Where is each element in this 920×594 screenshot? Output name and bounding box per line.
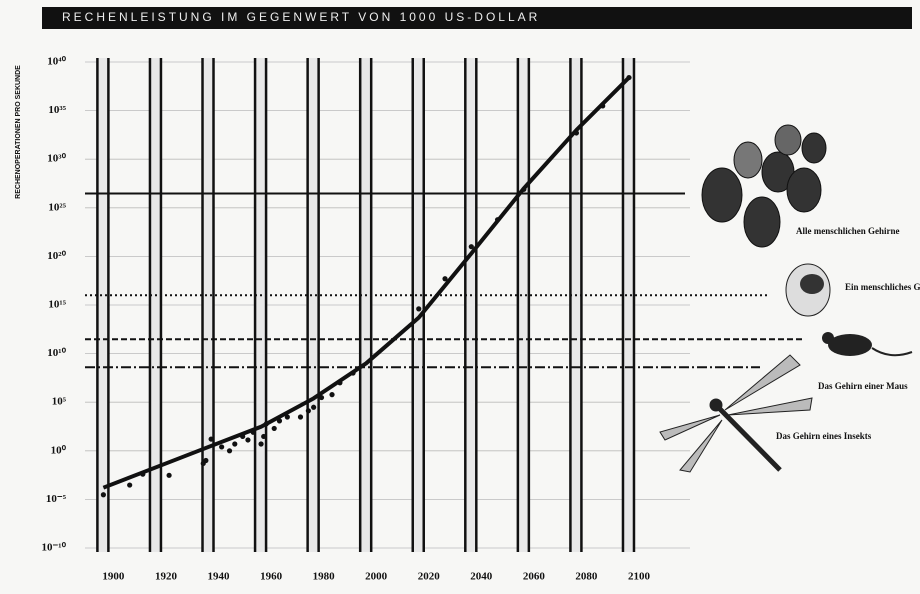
data-point — [626, 74, 632, 81]
data-point — [276, 418, 283, 424]
x-tick-label: 1920 — [155, 571, 178, 583]
x-tick-label: 2040 — [470, 571, 493, 583]
grid-band — [622, 58, 635, 552]
x-tick-label: 1980 — [313, 571, 336, 583]
x-tick-label: 1960 — [260, 571, 283, 583]
x-tick-label: 2060 — [523, 571, 546, 583]
y-axis-label: RECHENOPERATIONEN PRO SEKUNDE — [15, 65, 22, 199]
y-tick-label: 10⁵ — [52, 396, 67, 408]
data-point — [271, 425, 277, 432]
trend-line — [102, 76, 631, 490]
heads-illustration — [701, 124, 827, 248]
data-point — [350, 370, 356, 376]
reference-label: Das Gehirn eines Insekts — [776, 431, 872, 441]
data-point — [166, 472, 172, 478]
data-point — [208, 436, 214, 442]
grid-band — [97, 58, 110, 552]
data-point — [442, 276, 448, 282]
reference-label: Ein menschliches Gehirn — [845, 282, 920, 292]
x-tick-label: 2100 — [628, 571, 651, 583]
data-point — [127, 482, 133, 488]
y-tick-label: 10⁴⁰ — [47, 56, 66, 68]
y-tick-label: 10¹⁵ — [48, 299, 66, 311]
data-point — [100, 492, 106, 498]
data-point — [232, 441, 238, 447]
data-point — [494, 217, 501, 223]
y-tick-label: 10¹⁰ — [47, 347, 66, 359]
x-tick-label: 2000 — [365, 571, 388, 583]
data-point — [468, 244, 474, 250]
grid-band — [465, 58, 478, 552]
title-banner — [42, 7, 912, 29]
data-point — [521, 186, 527, 192]
chart-title: RECHENLEISTUNG IM GEGENWERT VON 1000 US-… — [62, 10, 540, 24]
grid-band — [307, 58, 320, 552]
y-tick-label: 10²⁰ — [47, 250, 66, 262]
mouse-illustration — [822, 332, 913, 357]
x-tick-label: 2080 — [575, 571, 598, 583]
data-point — [250, 429, 256, 435]
data-point — [226, 448, 233, 454]
grid — [85, 58, 690, 552]
y-tick-label: 10⁻⁵ — [46, 493, 67, 505]
data-point — [329, 392, 335, 398]
data-point — [245, 437, 251, 443]
grid-band — [360, 58, 373, 552]
y-tick-label: 10³⁵ — [48, 104, 66, 116]
data-point — [297, 414, 304, 420]
data-point — [573, 130, 580, 136]
grid-band — [149, 58, 162, 552]
data-point — [240, 433, 246, 440]
grid-band — [517, 58, 530, 552]
data-point — [219, 444, 225, 450]
data-point — [261, 433, 267, 440]
data-point — [416, 306, 422, 312]
grid-band — [202, 58, 215, 552]
data-point — [318, 394, 325, 401]
x-tick-label: 1940 — [208, 571, 231, 583]
data-point — [258, 441, 264, 447]
data-point — [263, 421, 269, 427]
data-point — [600, 103, 606, 109]
data-point — [337, 380, 343, 386]
data-point — [311, 404, 317, 410]
reference-label: Alle menschlichen Gehirne — [796, 226, 900, 236]
y-tick-label: 10⁰ — [51, 444, 67, 456]
brain-illustration — [785, 263, 831, 317]
reference-label: Das Gehirn einer Maus — [818, 381, 908, 391]
data-point — [305, 408, 311, 414]
x-tick-label: 1900 — [102, 571, 125, 583]
dragonfly-illustration — [659, 354, 813, 473]
y-tick-label: 10³⁰ — [47, 153, 66, 165]
data-point — [140, 471, 146, 477]
x-tick-label: 2020 — [418, 571, 441, 583]
data-point — [203, 457, 209, 464]
y-tick-label: 10²⁵ — [48, 201, 66, 213]
y-tick-label: 10⁻¹⁰ — [41, 542, 66, 554]
data-point — [284, 414, 290, 420]
grid-band — [412, 58, 425, 552]
grid-band — [570, 58, 583, 552]
